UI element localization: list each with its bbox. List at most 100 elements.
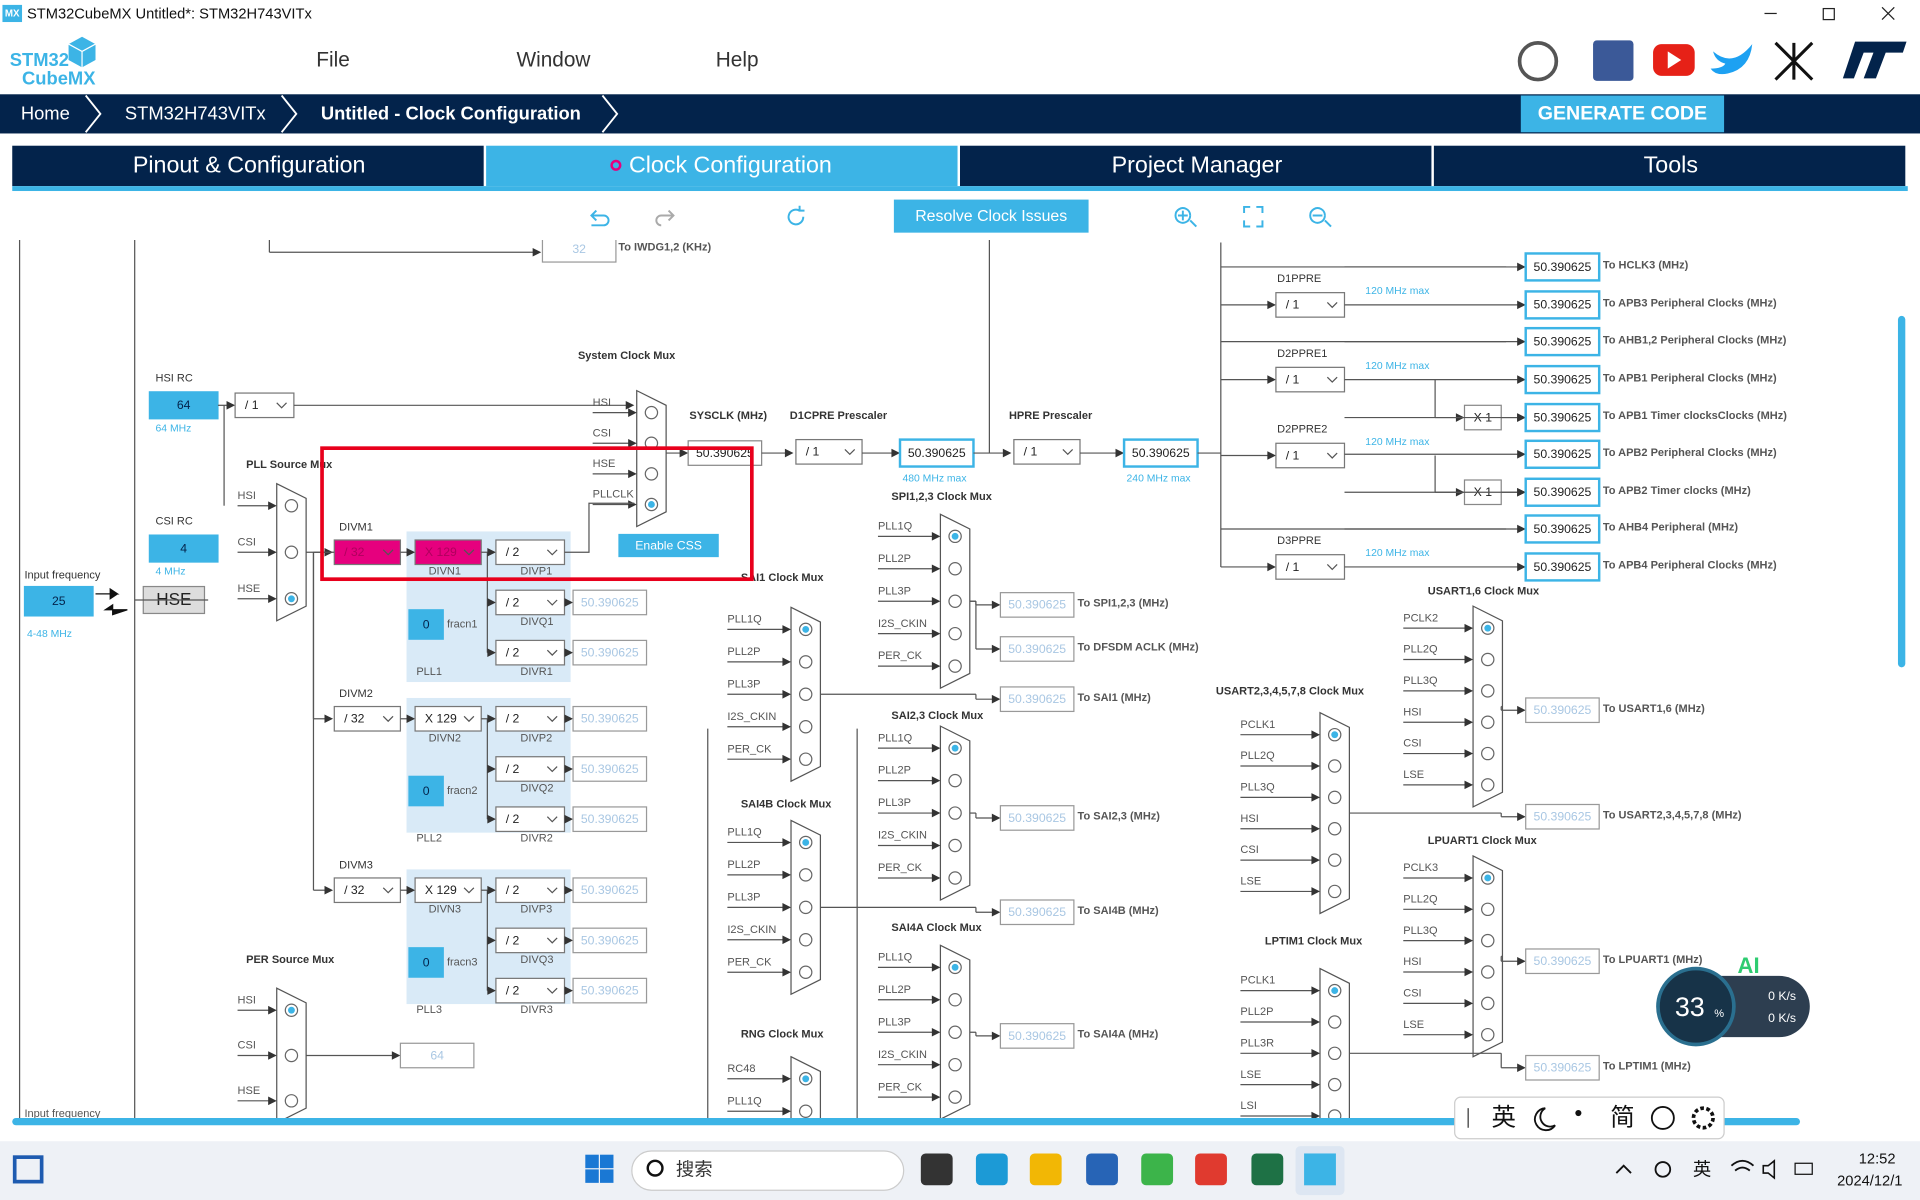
dropdown[interactable] — [1275, 554, 1346, 580]
mux-radio[interactable] — [798, 752, 813, 766]
dropdown[interactable] — [1275, 442, 1346, 469]
taskbar-app[interactable] — [1141, 1153, 1174, 1186]
dropdown[interactable] — [795, 438, 863, 465]
mux-radio[interactable] — [1327, 759, 1342, 773]
tab[interactable] — [486, 145, 958, 187]
dropdown[interactable] — [495, 877, 566, 904]
mux-radio[interactable] — [948, 1090, 962, 1104]
mux-radio[interactable] — [644, 467, 659, 481]
tab[interactable] — [1433, 145, 1906, 187]
mux-radio[interactable] — [644, 405, 659, 420]
mux-radio[interactable] — [1327, 1077, 1342, 1092]
resolve-button[interactable] — [893, 199, 1089, 233]
taskbar-app[interactable] — [920, 1153, 953, 1186]
twitter-icon[interactable] — [1710, 44, 1753, 75]
tray-chevron[interactable] — [1615, 1164, 1632, 1174]
mux-radio[interactable] — [948, 838, 962, 853]
ime-emoji[interactable] — [1650, 1106, 1675, 1130]
refresh-icon[interactable] — [787, 205, 805, 226]
mux-radio[interactable] — [1327, 1015, 1342, 1029]
mux-radio[interactable] — [1327, 884, 1342, 899]
mux-radio[interactable] — [1481, 1027, 1495, 1042]
dropdown[interactable] — [333, 705, 402, 732]
mux-radio[interactable] — [948, 626, 962, 641]
menu-item[interactable]: File — [316, 49, 350, 72]
mux-radio[interactable] — [1481, 715, 1495, 729]
zoom-out-icon[interactable] — [1309, 207, 1332, 228]
menu-item[interactable]: Help — [716, 49, 759, 72]
mux-radio[interactable] — [1327, 790, 1342, 805]
start-icon[interactable] — [600, 1169, 614, 1183]
mux-radio[interactable] — [948, 1025, 962, 1039]
breadcrumb-item[interactable]: Untitled - Clock Configuration — [321, 102, 581, 123]
restore-button[interactable] — [1822, 7, 1835, 21]
dropdown[interactable] — [414, 705, 482, 732]
taskbar-app[interactable] — [1195, 1153, 1227, 1186]
mux-radio[interactable] — [1481, 684, 1495, 698]
close-button[interactable] — [1881, 6, 1895, 21]
mux-radio[interactable] — [798, 900, 813, 915]
redo-icon[interactable] — [655, 209, 675, 227]
dropdown[interactable] — [495, 927, 566, 954]
mux-radio[interactable] — [798, 687, 813, 702]
undo-icon[interactable] — [590, 209, 610, 227]
dropdown[interactable] — [414, 539, 482, 566]
mux-radio[interactable] — [948, 1057, 962, 1072]
zoom-in-icon[interactable] — [1174, 207, 1198, 228]
generate-button[interactable] — [1520, 95, 1725, 133]
mux-radio[interactable] — [798, 965, 813, 979]
fit-icon[interactable] — [1243, 205, 1264, 228]
tab[interactable] — [12, 145, 484, 187]
mux-radio[interactable] — [284, 1094, 299, 1108]
network-icon[interactable] — [1774, 41, 1814, 81]
mux-radio[interactable] — [1481, 652, 1495, 667]
mux-radio[interactable] — [1327, 853, 1342, 867]
menu-item[interactable]: Window — [516, 49, 591, 72]
mux-radio[interactable] — [798, 720, 813, 734]
h-scrollbar[interactable] — [12, 1117, 1801, 1126]
dropdown[interactable] — [495, 705, 566, 732]
mux-radio[interactable] — [1327, 821, 1342, 836]
dropdown[interactable] — [333, 877, 402, 904]
mux-radio[interactable] — [284, 498, 299, 513]
breadcrumb-item[interactable]: Home — [21, 102, 70, 123]
mux-radio[interactable] — [948, 562, 962, 576]
mux-radio[interactable] — [798, 1104, 813, 1118]
mux-radio[interactable] — [1481, 996, 1495, 1011]
mux-radio[interactable] — [1327, 1046, 1342, 1061]
ime-script[interactable]: 简 — [1610, 1104, 1634, 1132]
mux-radio[interactable] — [1481, 933, 1495, 948]
start-icon[interactable] — [585, 1154, 599, 1169]
mux-radio[interactable] — [948, 773, 962, 788]
start-icon[interactable] — [585, 1169, 599, 1183]
ime-punct[interactable] — [1575, 1110, 1582, 1117]
tray-language[interactable]: 英 — [1693, 1158, 1711, 1179]
mux-radio[interactable] — [284, 1048, 299, 1063]
mux-radio[interactable] — [284, 545, 299, 559]
mux-radio[interactable] — [1481, 965, 1495, 979]
mux-radio[interactable] — [798, 868, 813, 882]
mux-radio[interactable] — [798, 933, 813, 947]
facebook-icon[interactable] — [1593, 40, 1634, 81]
mux-radio[interactable] — [948, 993, 962, 1007]
start-icon[interactable] — [600, 1154, 614, 1169]
dropdown[interactable] — [1013, 438, 1081, 465]
ime-moon[interactable] — [1534, 1107, 1556, 1132]
dropdown[interactable] — [495, 977, 566, 1004]
taskbar-app[interactable] — [1086, 1153, 1118, 1186]
tab[interactable] — [960, 145, 1432, 187]
mux-radio[interactable] — [798, 655, 813, 669]
css-button[interactable] — [618, 533, 719, 558]
mux-radio[interactable] — [1481, 778, 1495, 792]
mux-radio[interactable] — [948, 806, 962, 820]
mux-radio[interactable] — [948, 594, 962, 608]
mux-radio[interactable] — [948, 871, 962, 885]
taskbar-app[interactable] — [975, 1153, 1008, 1186]
ime-mode[interactable]: 英 — [1491, 1104, 1515, 1132]
mux-radio[interactable] — [948, 659, 962, 673]
breadcrumb-item[interactable]: STM32H743VITx — [125, 102, 266, 123]
search-box[interactable] — [631, 1150, 905, 1191]
taskbar-app[interactable] — [1029, 1153, 1062, 1186]
v-scrollbar[interactable] — [1897, 315, 1906, 668]
mux-radio[interactable] — [1481, 902, 1495, 917]
